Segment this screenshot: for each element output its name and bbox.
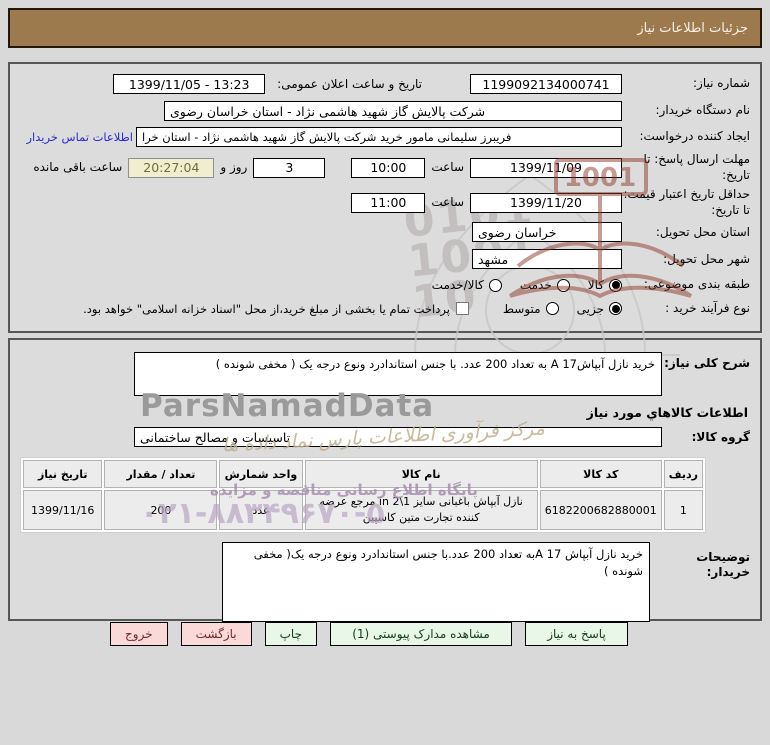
view-attachments-button[interactable]: مشاهده مدارک پیوستی (1) (330, 622, 512, 646)
buyer-comments-label: توضیحات خریدار: (696, 550, 750, 579)
goods-table-header-row: ردیف کد کالا نام کالا واحد شمارش تعداد /… (23, 460, 703, 488)
action-buttons: پاسخ به نیاز مشاهده مدارک پیوستی (1) چاپ… (110, 622, 628, 646)
delivery-city-label: شهر محل تحویل: (663, 251, 750, 266)
need-desc-label: شرح کلی نیاز: (664, 356, 750, 370)
reply-hour-label: ساعت (431, 160, 464, 175)
col-need-date-header: تاریخ نیاز (23, 460, 103, 488)
need-number-label: شماره نیاز: (693, 76, 750, 91)
announce-datetime-field[interactable]: 1399/11/05 - 13:23 (113, 74, 266, 94)
goods-table-row: 1 6182200682880001 نازل آبپاش باغبانی سا… (23, 490, 703, 530)
process-medium-radio[interactable] (545, 302, 559, 316)
goods-info-header: اطلاعات کالاهاي مورد نیاز (586, 405, 748, 420)
buyer-org-field[interactable]: شرکت پالایش گاز شهید هاشمی نژاد - استان … (164, 101, 622, 121)
col-code-header: کد کالا (539, 460, 662, 488)
respond-to-need-button[interactable]: پاسخ به نیاز (525, 622, 628, 646)
buyer-contact-link[interactable]: اطلاعات تماس خریدار (26, 130, 133, 144)
cell-name: نازل آبپاش باغبانی سایز 1\2 in مرجع عرضه… (304, 490, 538, 530)
goods-group-label: گروه کالا: (691, 429, 750, 444)
delivery-province-label: استان محل تحویل: (655, 224, 750, 239)
treasury-payment-checkbox[interactable] (455, 302, 469, 316)
hours-remaining-label: ساعت باقی مانده (33, 160, 123, 175)
announce-datetime-label: تاریخ و ساعت اعلان عمومی: (277, 76, 422, 91)
need-number-field[interactable]: 1199092134000741 (470, 74, 622, 94)
need-goods-panel: شرح کلی نیاز: خرید نازل آبپاش17 A به تعد… (8, 338, 762, 622)
days-and-label: روز و (220, 160, 248, 175)
purchase-process-label: نوع فرآیند خرید : (665, 300, 750, 315)
creator-label: ایجاد کننده درخواست: (639, 129, 750, 144)
countdown-timer: 20:27:04 (128, 157, 215, 178)
creator-field[interactable]: فریبرز سلیمانی مامور خرید شرکت پالایش گا… (136, 127, 622, 147)
price-validity-time-field[interactable]: 11:00 (351, 192, 426, 213)
need-desc-field[interactable]: خرید نازل آبپاش17 A به تعداد 200 عدد. با… (134, 352, 662, 396)
subject-goods-service-radio[interactable] (488, 278, 502, 292)
exit-button[interactable]: خروج (110, 622, 168, 646)
buyer-org-label: نام دستگاه خریدار: (655, 103, 751, 118)
delivery-province-field[interactable]: خراسان رضوی (472, 222, 622, 243)
col-row-header: ردیف (663, 460, 703, 488)
subject-service-radio[interactable] (556, 278, 570, 292)
page-title: جزئیات اطلاعات نیاز (8, 8, 762, 48)
cell-unit: عدد (219, 490, 303, 530)
validity-hour-label: ساعت (431, 195, 464, 210)
col-unit-header: واحد شمارش (219, 460, 303, 488)
price-validity-label: حداقل تاریخ اعتبار قیمت: تا تاریخ: (623, 187, 750, 217)
price-validity-date-field[interactable]: 1399/11/20 (470, 192, 622, 213)
cell-row: 1 (663, 490, 703, 530)
cell-qty: 200 (104, 490, 218, 530)
subject-service-option-label: خدمت (519, 278, 552, 293)
col-qty-header: تعداد / مقدار (104, 460, 218, 488)
goods-table: ردیف کد کالا نام کالا واحد شمارش تعداد /… (20, 457, 706, 533)
back-button[interactable]: بازگشت (180, 622, 252, 646)
days-remaining-field: 3 (253, 157, 326, 178)
buyer-comments-field[interactable]: خرید نازل آبپاش 17 Aبه تعداد 200 عدد.با … (222, 542, 650, 622)
process-partial-radio[interactable] (609, 302, 622, 316)
reply-deadline-time-field[interactable]: 10:00 (351, 157, 426, 178)
goods-group-field[interactable]: تاسیسات و مصالح ساختمانی (134, 427, 662, 447)
print-button[interactable]: چاپ (264, 622, 317, 646)
reply-deadline-date-field[interactable]: 1399/11/09 (470, 157, 622, 178)
subject-goods-service-option-label: کالا/خدمت (431, 278, 484, 293)
col-name-header: نام کالا (304, 460, 538, 488)
reply-deadline-label: مهلت ارسال پاسخ: تا تاریخ: (643, 152, 750, 182)
cell-need-date: 1399/11/16 (23, 490, 103, 530)
cell-code: 6182200682880001 (539, 490, 662, 530)
process-partial-option-label: جزیی (576, 301, 604, 316)
need-info-panel: شماره نیاز: 1199092134000741 تاریخ و ساع… (8, 62, 762, 333)
delivery-city-field[interactable]: مشهد (472, 249, 622, 270)
treasury-note-label: پرداخت تمام یا بخشی از مبلغ خرید،از محل … (83, 301, 450, 316)
process-medium-option-label: متوسط (502, 301, 541, 316)
subject-goods-radio[interactable] (609, 278, 622, 292)
subject-goods-option-label: کالا (587, 278, 604, 293)
subject-class-label: طبقه بندی موضوعی: (643, 277, 750, 292)
page-title-text: جزئیات اطلاعات نیاز (637, 20, 748, 36)
